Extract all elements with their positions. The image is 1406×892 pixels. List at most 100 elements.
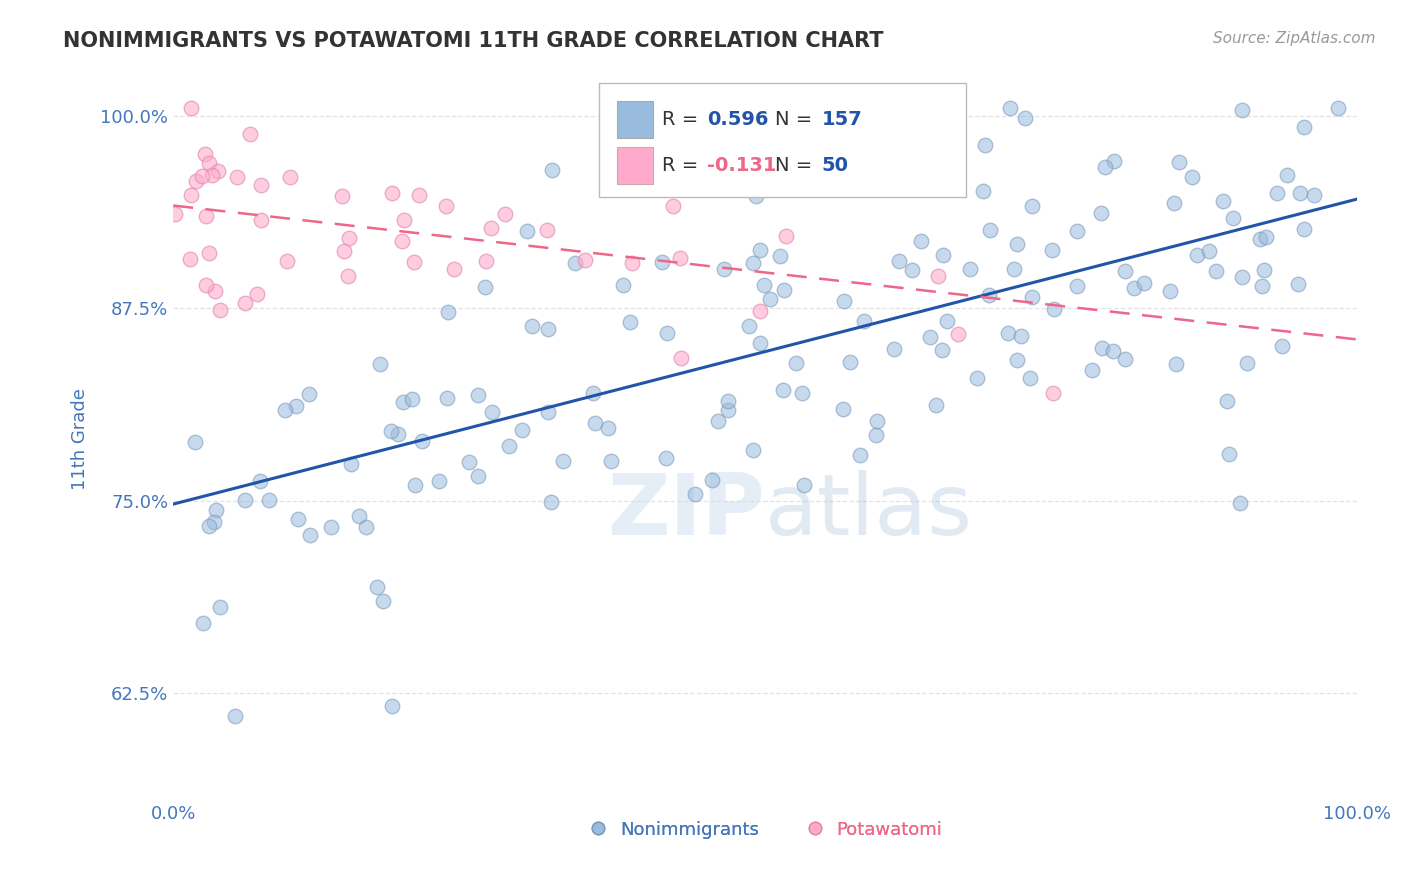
Point: [208, 600, 231, 615]
Point: [758, 292, 780, 306]
Point: [474, 279, 496, 293]
Legend: Nonimmigrants, Potawatomi: Nonimmigrants, Potawatomi: [581, 812, 950, 846]
Point: [333, 244, 356, 258]
Point: [749, 304, 772, 318]
Point: [785, 356, 807, 370]
Point: [973, 137, 995, 152]
Point: [411, 434, 433, 448]
Point: [768, 175, 790, 189]
Text: 50: 50: [823, 156, 849, 175]
Point: [349, 509, 371, 524]
Point: [1094, 160, 1116, 174]
Point: [1230, 270, 1253, 285]
Point: [661, 199, 683, 213]
Point: [366, 580, 388, 594]
Text: NONIMMIGRANTS VS POTAWATOMI 11TH GRADE CORRELATION CHART: NONIMMIGRANTS VS POTAWATOMI 11TH GRADE C…: [63, 31, 884, 51]
Point: [1198, 244, 1220, 258]
Point: [1292, 120, 1315, 134]
Point: [224, 708, 246, 723]
Point: [651, 255, 673, 269]
Point: [165, 207, 187, 221]
Point: [1091, 342, 1114, 356]
Text: 157: 157: [823, 110, 863, 128]
Point: [285, 400, 308, 414]
Y-axis label: 11th Grade: 11th Grade: [72, 388, 89, 490]
Point: [1019, 371, 1042, 385]
Point: [1265, 186, 1288, 200]
Point: [467, 388, 489, 402]
Point: [201, 168, 224, 182]
Point: [208, 303, 231, 318]
Point: [194, 209, 217, 223]
Point: [1294, 222, 1316, 236]
Point: [772, 283, 794, 297]
Point: [966, 371, 988, 385]
Point: [977, 288, 1000, 302]
Point: [1132, 276, 1154, 290]
Point: [901, 262, 924, 277]
Point: [655, 451, 678, 466]
Point: [959, 262, 981, 277]
Point: [752, 277, 775, 292]
Point: [246, 287, 269, 301]
Point: [600, 454, 623, 468]
Point: [336, 268, 359, 283]
Point: [184, 434, 207, 449]
Point: [498, 439, 520, 453]
Point: [551, 454, 574, 468]
Point: [1123, 281, 1146, 295]
Point: [742, 443, 765, 458]
Point: [742, 256, 765, 270]
Point: [713, 262, 735, 277]
Text: Source: ZipAtlas.com: Source: ZipAtlas.com: [1212, 31, 1375, 46]
Point: [1002, 262, 1025, 277]
Point: [1230, 103, 1253, 117]
Point: [910, 234, 932, 248]
Point: [179, 252, 201, 267]
Point: [1005, 353, 1028, 368]
Point: [249, 474, 271, 488]
Point: [669, 251, 692, 265]
Point: [700, 474, 723, 488]
Point: [832, 402, 855, 417]
Point: [191, 615, 214, 630]
Point: [339, 231, 361, 245]
Point: [1236, 356, 1258, 370]
Point: [1102, 154, 1125, 169]
Point: [298, 528, 321, 542]
Point: [204, 285, 226, 299]
Point: [392, 395, 415, 409]
Point: [202, 515, 225, 529]
Point: [707, 414, 730, 428]
Point: [1114, 352, 1136, 367]
Point: [979, 223, 1001, 237]
Point: [180, 101, 202, 115]
Point: [278, 170, 301, 185]
Point: [540, 495, 562, 509]
Point: [537, 405, 560, 419]
Text: N =: N =: [775, 156, 818, 175]
Point: [1181, 169, 1204, 184]
Point: [494, 206, 516, 220]
Point: [748, 243, 770, 257]
Point: [1043, 301, 1066, 316]
Point: [319, 520, 342, 534]
Point: [839, 355, 862, 369]
Point: [257, 492, 280, 507]
Point: [276, 254, 298, 268]
Point: [536, 222, 558, 236]
Point: [198, 246, 221, 260]
Point: [621, 255, 644, 269]
Point: [612, 278, 634, 293]
Point: [929, 138, 952, 153]
Point: [287, 512, 309, 526]
Point: [1216, 393, 1239, 408]
Point: [866, 414, 889, 428]
Point: [437, 305, 460, 319]
Text: -0.131: -0.131: [707, 156, 776, 175]
Point: [1229, 496, 1251, 510]
Point: [1066, 278, 1088, 293]
Point: [1205, 264, 1227, 278]
Point: [931, 343, 953, 357]
Point: [596, 420, 619, 434]
